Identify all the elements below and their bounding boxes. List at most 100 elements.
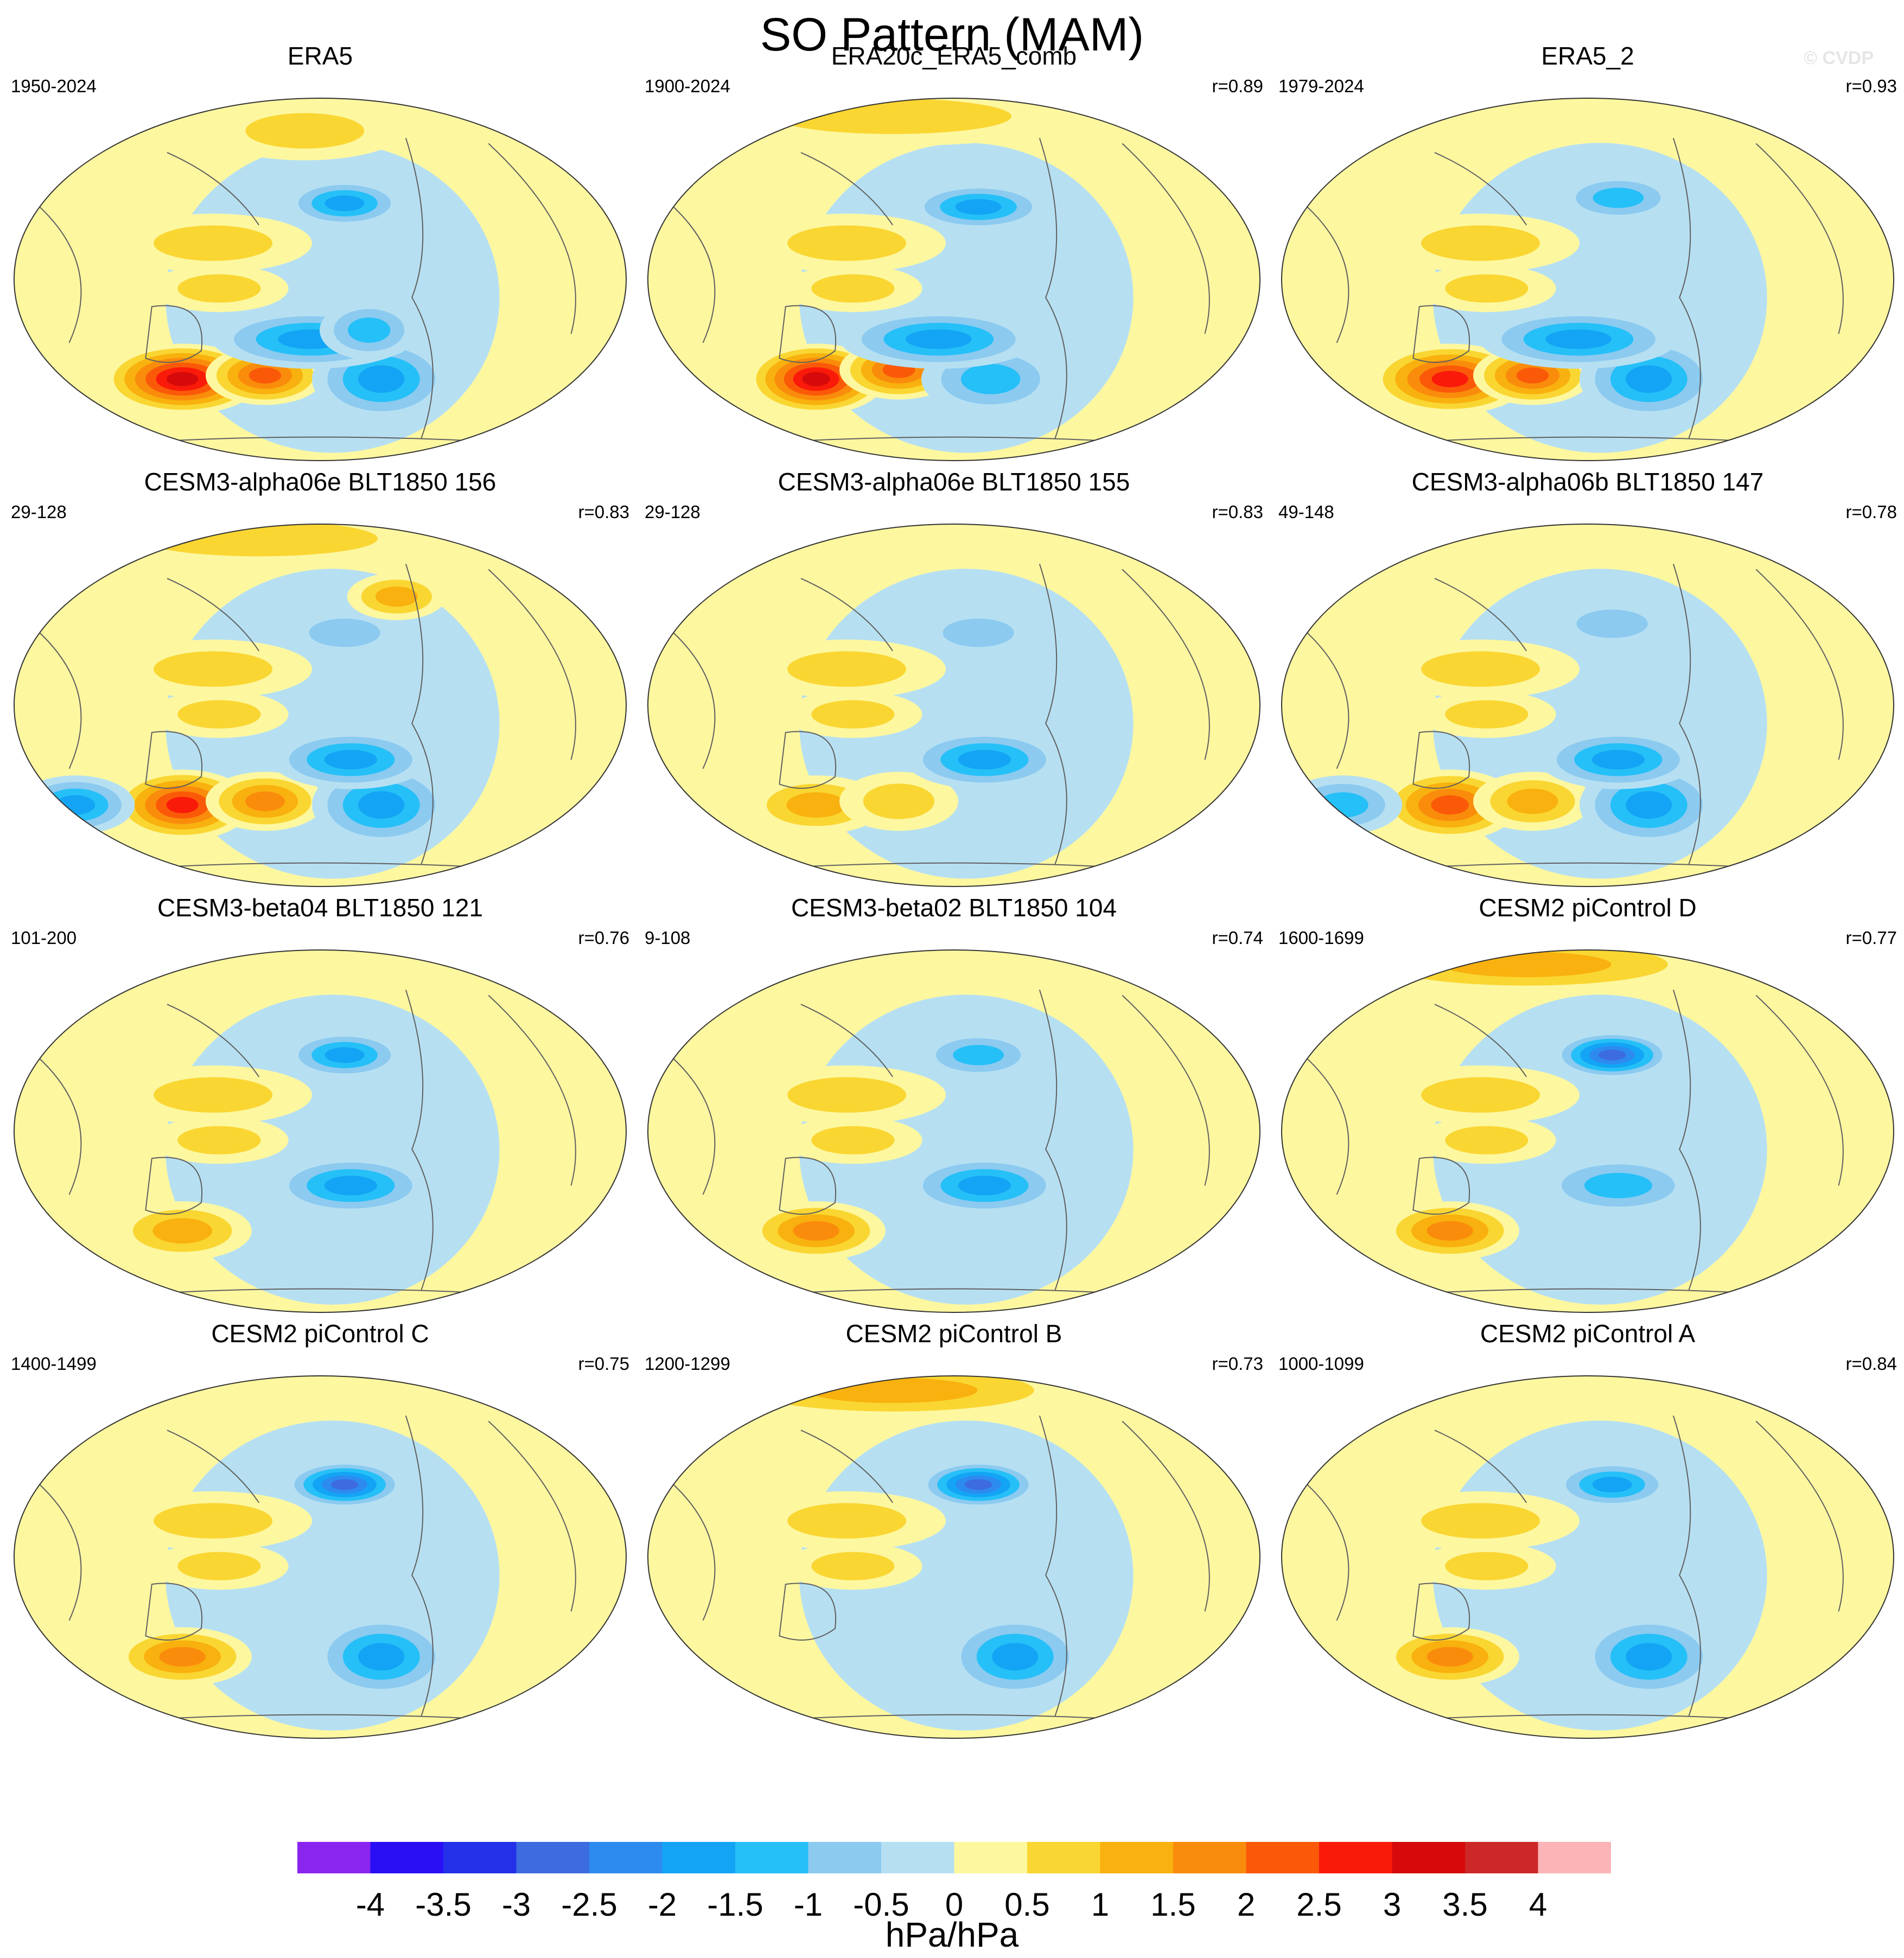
panel-years-label: 1600-1699 bbox=[1278, 928, 1364, 948]
anomaly-contour bbox=[1545, 329, 1612, 349]
colorbar-swatch bbox=[1100, 1842, 1173, 1873]
robinson-map bbox=[14, 524, 627, 887]
map-border bbox=[1281, 949, 1894, 1313]
anomaly-contour bbox=[1593, 188, 1644, 208]
panel-correlation-label: r=0.77 bbox=[1845, 928, 1897, 948]
anomaly-contour bbox=[1421, 651, 1540, 687]
anomaly-contour bbox=[1598, 1049, 1626, 1061]
panel-correlation-label: r=0.83 bbox=[578, 502, 630, 522]
anomaly-contour bbox=[1591, 750, 1645, 770]
coastline bbox=[29, 1415, 576, 1721]
anomaly-contour bbox=[958, 1176, 1011, 1196]
colorbar-swatch bbox=[443, 1842, 517, 1873]
anomaly-contour bbox=[943, 618, 1014, 647]
coastline bbox=[1296, 990, 1844, 1295]
coastline bbox=[29, 990, 576, 1295]
map-border bbox=[1281, 1375, 1894, 1739]
anomaly-contour bbox=[1592, 1476, 1632, 1493]
panel-title: CESM2 piControl B bbox=[845, 1319, 1062, 1348]
panel-title: CESM2 piControl D bbox=[1479, 894, 1697, 922]
robinson-map bbox=[1281, 98, 1894, 461]
anomaly-contour bbox=[154, 1077, 273, 1113]
anomaly-contour bbox=[177, 274, 261, 303]
panel-title: CESM3-alpha06e BLT1850 156 bbox=[144, 468, 496, 496]
anomaly-contour bbox=[1626, 1643, 1672, 1671]
anomaly-contour bbox=[863, 783, 935, 819]
anomaly-contour bbox=[167, 372, 199, 386]
anomaly-contour bbox=[1445, 1552, 1529, 1580]
panel-title: CESM3-alpha06b BLT1850 147 bbox=[1411, 468, 1764, 496]
colorbar-swatch bbox=[881, 1842, 954, 1873]
robinson-map bbox=[647, 1375, 1260, 1739]
panel-correlation-label: r=0.74 bbox=[1212, 928, 1264, 948]
coastline bbox=[1296, 138, 1844, 443]
anomaly-contour bbox=[1421, 1503, 1540, 1539]
anomaly-contour bbox=[1445, 1126, 1529, 1155]
anomaly-contour bbox=[152, 1218, 212, 1244]
anomaly-contour bbox=[1427, 1221, 1473, 1241]
anomaly-contour bbox=[177, 1126, 261, 1155]
anomaly-contour bbox=[787, 1503, 907, 1539]
anomaly-contour bbox=[1445, 274, 1529, 303]
colorbar-swatch bbox=[954, 1842, 1027, 1873]
anomaly-contour bbox=[154, 1503, 273, 1539]
panel-title: CESM2 piControl A bbox=[1480, 1319, 1696, 1348]
panel-years-label: 1950-2024 bbox=[11, 76, 97, 96]
anomaly-contour bbox=[955, 199, 1002, 215]
panel-years-label: 29-128 bbox=[645, 502, 701, 522]
anomaly-contour bbox=[324, 195, 365, 212]
colorbar-swatch bbox=[370, 1842, 443, 1873]
robinson-map bbox=[1281, 1375, 1894, 1739]
colorbar-swatch bbox=[1246, 1842, 1319, 1873]
anomaly-contour bbox=[245, 791, 285, 812]
anomaly-contour bbox=[1431, 795, 1469, 815]
anomaly-contour bbox=[177, 700, 261, 729]
anomaly-contour bbox=[166, 796, 199, 813]
panel-years-label: 49-148 bbox=[1278, 502, 1334, 522]
coastline bbox=[1296, 1415, 1844, 1721]
robinson-map bbox=[14, 1375, 627, 1739]
map-panel: CESM3-beta04 BLT1850 121 101-200 r=0.76 bbox=[11, 892, 629, 1316]
panel-years-label: 1000-1099 bbox=[1278, 1354, 1364, 1374]
anomaly-contour bbox=[958, 750, 1011, 770]
figure-title: SO Pattern (MAM) bbox=[760, 9, 1144, 61]
map-panel: CESM3-alpha06b BLT1850 147 49-148 r=0.78 bbox=[1278, 467, 1897, 890]
anomaly-contour bbox=[811, 274, 895, 303]
anomaly-contour bbox=[1584, 1172, 1652, 1198]
panel-correlation-label: r=0.84 bbox=[1845, 1354, 1897, 1374]
anomaly-contour bbox=[1421, 225, 1540, 261]
anomaly-contour bbox=[1431, 371, 1468, 387]
anomaly-contour bbox=[774, 98, 1012, 135]
anomaly-contour bbox=[1576, 609, 1648, 638]
panel-correlation-label: r=0.78 bbox=[1845, 502, 1897, 522]
anomaly-contour bbox=[811, 700, 895, 729]
anomaly-contour bbox=[177, 1552, 261, 1580]
anomaly-contour bbox=[324, 1176, 378, 1196]
map-panel: CESM3-beta02 BLT1850 104 9-108 r=0.74 bbox=[645, 892, 1263, 1316]
anomaly-contour bbox=[159, 1647, 206, 1667]
panel-years-label: 1979-2024 bbox=[1278, 76, 1364, 96]
colorbar-swatch bbox=[1465, 1842, 1538, 1873]
panel-title: CESM3-alpha06e BLT1850 155 bbox=[778, 468, 1130, 496]
anomaly-contour bbox=[1516, 367, 1549, 384]
map-border bbox=[1281, 524, 1894, 887]
map-border bbox=[1281, 98, 1894, 461]
anomaly-contour bbox=[154, 651, 273, 687]
map-border bbox=[14, 949, 627, 1313]
panel-years-label: 1200-1299 bbox=[645, 1354, 730, 1374]
colorbar-units-label: hPa/hPa bbox=[885, 1915, 1019, 1954]
anomaly-contour bbox=[55, 795, 95, 815]
panel-title: ERA5 bbox=[287, 42, 353, 70]
coastline bbox=[1296, 564, 1844, 869]
anomaly-contour bbox=[324, 1047, 365, 1063]
map-border bbox=[647, 1375, 1260, 1739]
colorbar-swatch bbox=[589, 1842, 663, 1873]
anomaly-contour bbox=[348, 317, 391, 343]
panel-years-label: 29-128 bbox=[11, 502, 67, 522]
map-panel: CESM2 piControl B 1200-1299 r=0.73 bbox=[645, 1318, 1263, 1742]
robinson-map bbox=[647, 524, 1260, 887]
panel-years-label: 1900-2024 bbox=[645, 76, 730, 96]
anomaly-contour bbox=[906, 329, 972, 349]
panel-correlation-label: r=0.93 bbox=[1845, 76, 1897, 96]
colorbar-swatch bbox=[1173, 1842, 1246, 1873]
